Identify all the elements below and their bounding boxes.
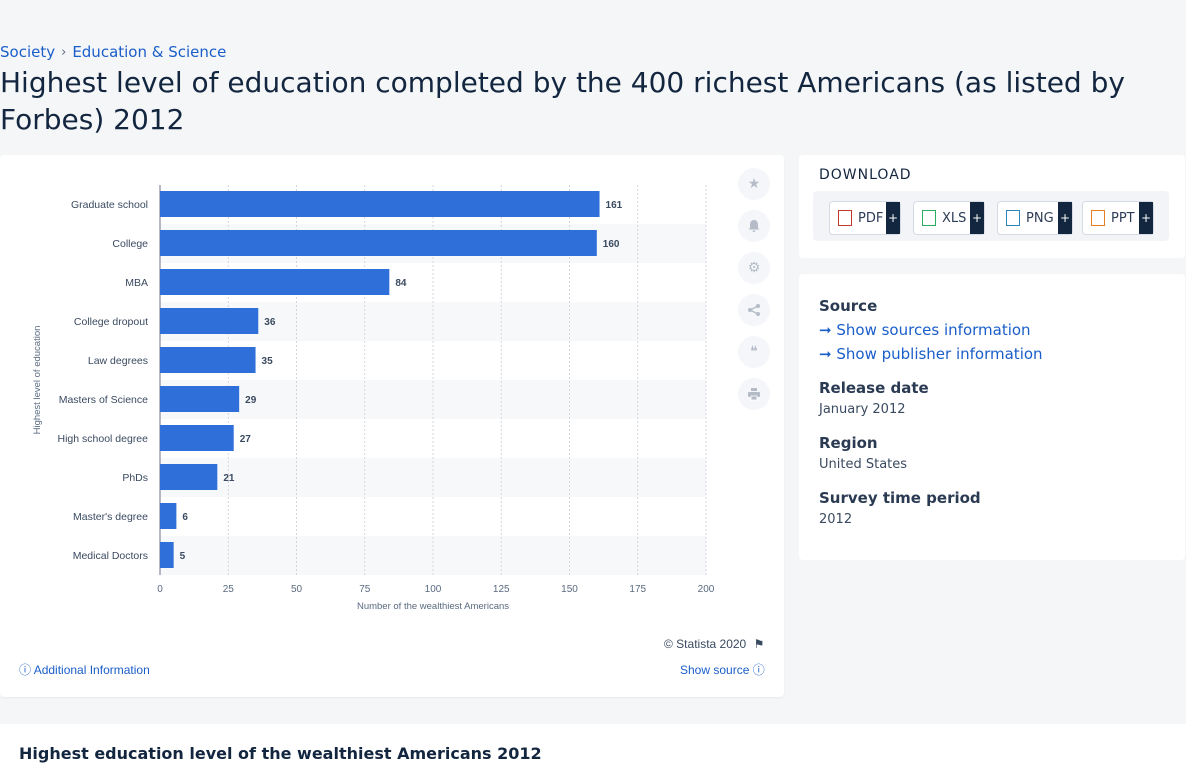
x-tick-label: 50 bbox=[291, 584, 303, 595]
additional-information-link[interactable]: ⓘ Additional Information bbox=[19, 663, 150, 677]
data-label: 84 bbox=[395, 278, 407, 289]
description-card: Highest education level of the wealthies… bbox=[0, 724, 1186, 784]
star-icon[interactable]: ★ bbox=[738, 168, 770, 200]
plus-icon[interactable]: + bbox=[1139, 202, 1153, 234]
data-label: 5 bbox=[180, 551, 186, 562]
breadcrumb-education-science[interactable]: Education & Science bbox=[72, 43, 227, 61]
plus-icon[interactable]: + bbox=[886, 202, 900, 234]
breadcrumb-society[interactable]: Society bbox=[0, 43, 56, 61]
data-label: 6 bbox=[182, 512, 188, 523]
x-tick-label: 200 bbox=[698, 584, 715, 595]
print-icon[interactable] bbox=[738, 378, 770, 410]
page-title: Highest level of education completed by … bbox=[0, 66, 1125, 136]
bar-chart: Graduate school 161 College 160 MBA 84 College… bbox=[32, 185, 715, 612]
bar bbox=[160, 191, 600, 217]
category-label: MBA bbox=[125, 277, 148, 289]
download-buttons: PDF + XLS + PNG + PPT + bbox=[813, 191, 1169, 241]
pdf-download-button[interactable]: PDF + bbox=[829, 201, 901, 235]
category-label: College dropout bbox=[74, 316, 148, 328]
show-sources-link[interactable]: ➞ Show sources information bbox=[819, 321, 1031, 339]
breadcrumb-separator: › bbox=[61, 44, 67, 60]
share-icon[interactable] bbox=[738, 294, 770, 326]
bar bbox=[160, 425, 234, 451]
category-label: Master's degree bbox=[73, 511, 148, 523]
data-label: 36 bbox=[264, 317, 276, 328]
region-value: United States bbox=[819, 457, 908, 472]
xls-file-icon bbox=[922, 210, 936, 226]
bar bbox=[160, 503, 177, 529]
category-label: Graduate school bbox=[71, 199, 148, 211]
bar bbox=[160, 308, 259, 334]
x-tick-label: 150 bbox=[561, 584, 578, 595]
top-bar bbox=[0, 0, 1186, 30]
bar bbox=[160, 386, 240, 412]
release-date-heading: Release date bbox=[819, 379, 929, 397]
plus-icon[interactable]: + bbox=[970, 202, 984, 234]
bell-icon[interactable] bbox=[738, 210, 770, 242]
data-label: 160 bbox=[603, 239, 620, 250]
ppt-file-icon bbox=[1091, 210, 1105, 226]
flag-icon[interactable]: ⚑ bbox=[753, 637, 765, 651]
chart-toolbar: ★ ⚙ ❝ bbox=[738, 168, 770, 410]
source-heading: Source bbox=[819, 297, 878, 315]
x-tick-label: 175 bbox=[629, 584, 646, 595]
png-download-button[interactable]: PNG + bbox=[997, 201, 1073, 235]
info-icon: ⓘ bbox=[752, 663, 765, 677]
data-label: 35 bbox=[262, 356, 274, 367]
category-label: Medical Doctors bbox=[73, 550, 148, 562]
breadcrumb: Society › Education & Science bbox=[0, 43, 226, 61]
description-title: Highest education level of the wealthies… bbox=[19, 744, 542, 763]
png-file-icon bbox=[1006, 210, 1020, 226]
bar bbox=[160, 347, 256, 373]
show-publisher-link[interactable]: ➞ Show publisher information bbox=[819, 345, 1043, 363]
ppt-download-button[interactable]: PPT + bbox=[1082, 201, 1154, 235]
y-axis-title: Highest level of education bbox=[32, 326, 43, 435]
bar bbox=[160, 542, 174, 568]
category-label: PhDs bbox=[122, 472, 148, 484]
download-title: DOWNLOAD bbox=[819, 167, 912, 183]
gear-icon[interactable]: ⚙ bbox=[738, 252, 770, 284]
arrow-right-icon: ➞ bbox=[819, 345, 832, 363]
category-label: Masters of Science bbox=[59, 394, 148, 406]
survey-period-value: 2012 bbox=[819, 512, 853, 527]
x-tick-label: 0 bbox=[157, 584, 163, 595]
quote-icon[interactable]: ❝ bbox=[738, 336, 770, 368]
show-source-link[interactable]: Show source ⓘ bbox=[680, 663, 765, 677]
arrow-right-icon: ➞ bbox=[819, 321, 832, 339]
x-tick-label: 100 bbox=[425, 584, 442, 595]
region-heading: Region bbox=[819, 434, 878, 452]
release-date-value: January 2012 bbox=[819, 402, 906, 417]
data-label: 161 bbox=[606, 200, 623, 211]
pdf-file-icon bbox=[838, 210, 852, 226]
data-label: 29 bbox=[245, 395, 257, 406]
data-label: 27 bbox=[240, 434, 252, 445]
category-label: High school degree bbox=[58, 433, 149, 445]
data-label: 21 bbox=[223, 473, 235, 484]
category-label: College bbox=[112, 238, 148, 250]
bar bbox=[160, 230, 597, 256]
survey-period-heading: Survey time period bbox=[819, 489, 981, 507]
plus-icon[interactable]: + bbox=[1058, 202, 1072, 234]
x-tick-label: 75 bbox=[359, 584, 371, 595]
x-tick-label: 125 bbox=[493, 584, 510, 595]
copyright-notice: © Statista 2020 ⚑ bbox=[664, 637, 765, 651]
download-card: DOWNLOAD PDF + XLS + PNG + PPT + bbox=[799, 155, 1185, 258]
category-label: Law degrees bbox=[88, 355, 148, 367]
x-tick-label: 25 bbox=[223, 584, 235, 595]
info-icon: ⓘ bbox=[19, 663, 32, 677]
bar bbox=[160, 269, 390, 295]
x-axis-title: Number of the wealthiest Americans bbox=[357, 601, 509, 612]
bar bbox=[160, 464, 218, 490]
xls-download-button[interactable]: XLS + bbox=[913, 201, 985, 235]
metadata-card: Source ➞ Show sources information ➞ Show… bbox=[799, 274, 1185, 560]
